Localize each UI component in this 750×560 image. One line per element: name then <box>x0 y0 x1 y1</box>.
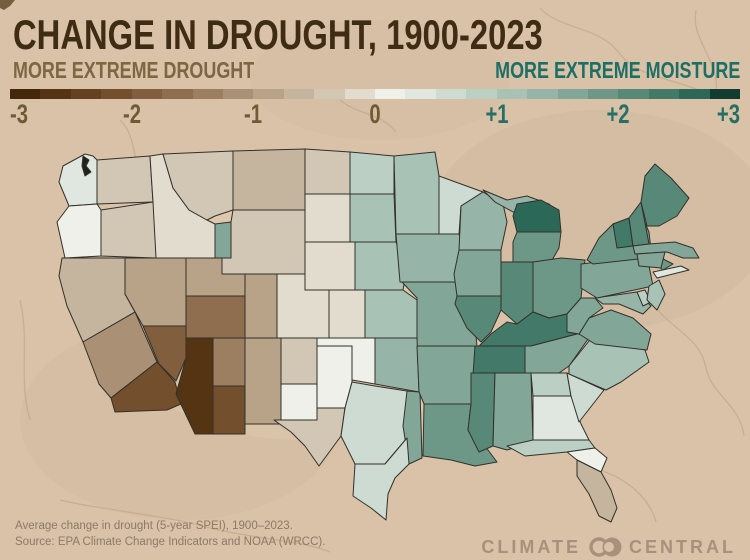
colorbar-segment-7 <box>222 89 254 99</box>
region-california-south <box>110 361 182 413</box>
tick-label-minus2: -2 <box>122 99 141 129</box>
region-puget-sound <box>81 155 92 177</box>
page-title: CHANGE IN DROUGHT, 1900-2023 <box>13 11 543 58</box>
region-oklahoma-east <box>374 337 420 393</box>
region-kansas-west <box>328 289 366 339</box>
region-colorado-west <box>244 273 278 339</box>
legend-label-drought: MORE EXTREME DROUGHT <box>13 57 255 83</box>
region-florida-peninsula <box>576 459 618 523</box>
colorbar-segment-1 <box>40 89 71 99</box>
region-nebraska-west <box>304 241 356 291</box>
corner-crack <box>0 0 15 10</box>
colorbar-segment-20 <box>618 89 649 99</box>
region-new-mexico-west <box>244 337 282 425</box>
region-indiana <box>500 261 534 325</box>
colorbar-segment-23 <box>709 89 741 99</box>
region-georgia-south <box>532 395 590 441</box>
region-long-island <box>652 265 690 279</box>
colorbar-segment-13 <box>405 89 436 99</box>
tick-label-plus3: +3 <box>716 99 740 129</box>
region-west-virginia <box>566 297 604 335</box>
region-illinois-north <box>453 249 502 297</box>
region-michigan-south <box>512 231 562 263</box>
colorbar-segment-2 <box>70 89 102 99</box>
region-minnesota-west <box>393 151 440 235</box>
region-wyoming <box>221 209 306 275</box>
region-arizona-northeast <box>212 337 246 387</box>
colorbar-segment-22 <box>679 89 710 99</box>
colorbar-segment-9 <box>283 89 315 99</box>
colorbar-segment-17 <box>527 89 558 99</box>
caption-line-2: Source: EPA Climate Change Indicators an… <box>15 536 326 548</box>
region-washington-west <box>58 153 98 207</box>
colorbar <box>10 89 741 99</box>
region-georgia-north <box>530 372 572 397</box>
region-michigan-north <box>512 199 562 233</box>
region-alabama <box>492 372 534 451</box>
colorbar-ticks: -3 -2 -1 0 +1 +2 +3 <box>10 99 740 129</box>
tick-label-plus2: +2 <box>606 99 630 129</box>
region-texas-gulf <box>352 437 410 521</box>
region-north-dakota-west <box>304 148 351 195</box>
region-kansas-east <box>364 289 418 339</box>
colorbar-segment-19 <box>588 89 619 99</box>
crack-lines <box>19 7 745 553</box>
colorbar-segment-16 <box>496 89 528 99</box>
colorbar-segment-8 <box>253 89 284 99</box>
region-tennessee-west <box>469 345 526 374</box>
region-oregon-west <box>56 203 102 259</box>
region-nevada-south <box>142 325 187 382</box>
colorbar-segment-10 <box>314 89 345 99</box>
logo-text-climate: CLIMATE <box>481 536 581 557</box>
colorbar-segment-12 <box>375 89 406 99</box>
region-montana-east <box>232 148 306 211</box>
region-virginia <box>578 309 652 351</box>
tick-label-minus1: -1 <box>244 99 263 129</box>
region-north-dakota-east <box>349 151 395 195</box>
tick-label-minus3: -3 <box>10 99 29 129</box>
region-south-dakota-west <box>304 193 351 243</box>
region-washington-east <box>96 155 154 205</box>
region-connecticut-rhode-island <box>636 251 666 269</box>
us-drought-map <box>55 146 750 538</box>
region-arkansas <box>416 345 476 405</box>
region-maine <box>640 163 690 227</box>
colorbar-segment-5 <box>162 89 193 99</box>
region-north-carolina <box>568 335 650 391</box>
climate-central-rings-icon <box>589 537 622 557</box>
region-florida-north <box>566 447 608 473</box>
colorbar-segment-11 <box>344 89 376 99</box>
climate-central-logo: CLIMATE CENTRAL <box>481 535 736 559</box>
legend-label-moisture: MORE EXTREME MOISTURE <box>494 57 740 83</box>
region-texas-west-plains <box>316 345 353 409</box>
colorbar-segment-21 <box>648 89 680 99</box>
region-oregon-east <box>100 201 157 259</box>
region-wyoming-west-valley <box>214 221 232 259</box>
region-california-central <box>82 311 158 399</box>
colorbar-segment-4 <box>131 89 163 99</box>
tick-label-plus1: +1 <box>485 99 509 129</box>
region-utah-south <box>185 295 246 339</box>
colorbar-segment-3 <box>101 89 132 99</box>
colorbar-segment-15 <box>466 89 497 99</box>
region-arizona-southeast <box>212 385 246 435</box>
tick-label-0: 0 <box>369 99 381 129</box>
region-new-mexico-northeast <box>280 337 318 385</box>
colorbar-segment-18 <box>557 89 589 99</box>
colorbar-segment-14 <box>435 89 467 99</box>
caption-line-1: Average change in drought (5-year SPEI),… <box>15 520 293 532</box>
logo-text-central: CENTRAL <box>629 536 736 557</box>
region-new-jersey <box>646 279 666 311</box>
region-south-dakota-east <box>349 193 397 243</box>
region-new-mexico-southeast <box>280 383 318 423</box>
colorbar-segment-0 <box>10 89 41 99</box>
colorbar-segment-6 <box>192 89 223 99</box>
